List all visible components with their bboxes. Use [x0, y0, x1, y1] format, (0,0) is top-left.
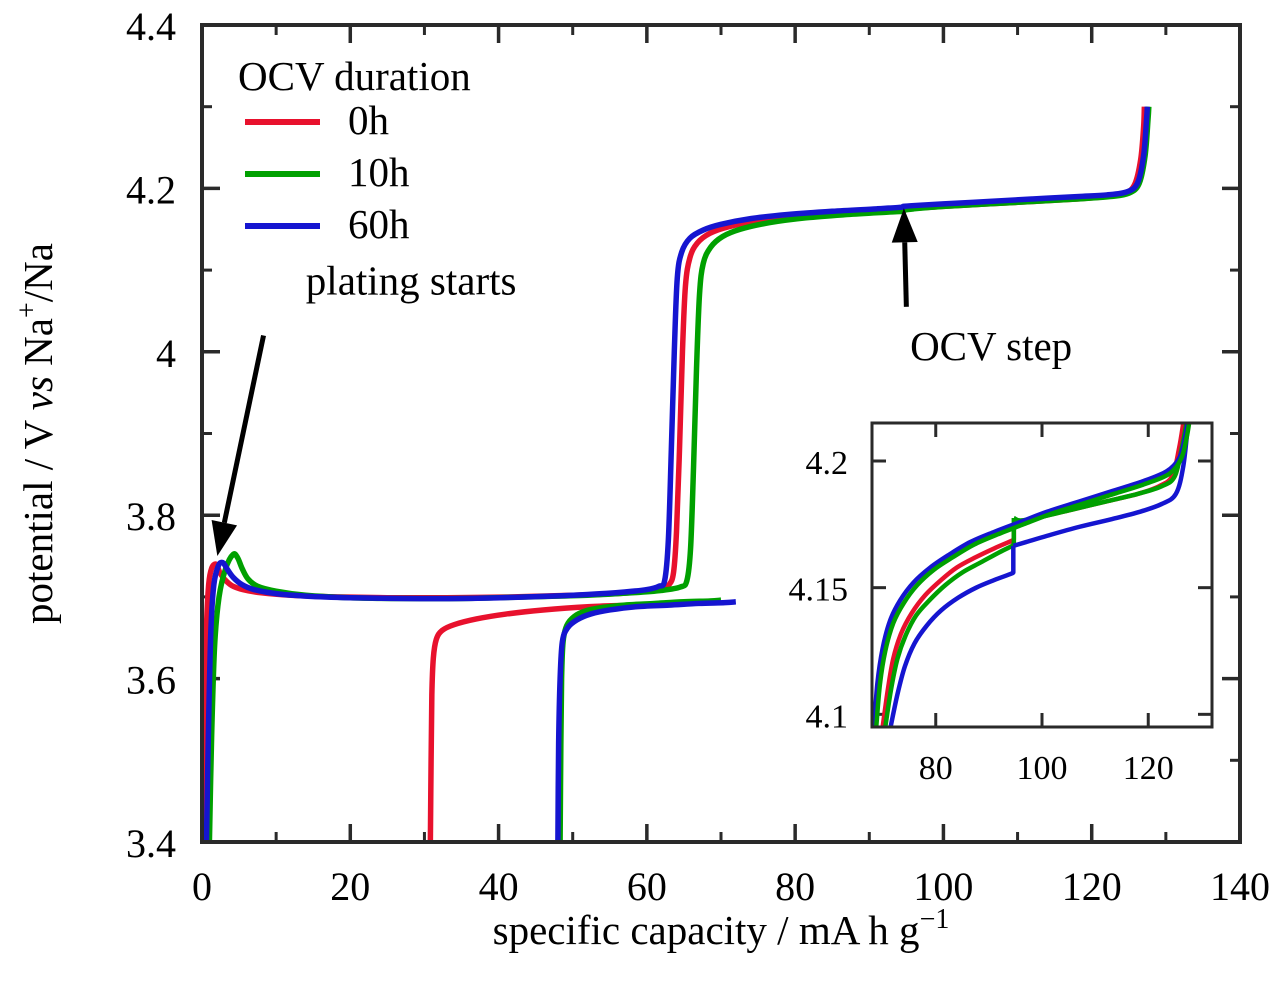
y-axis-title-pre: potential / V [15, 410, 61, 624]
axis-layer [200, 23, 1242, 844]
inset-curve-0h [880, 525, 1017, 726]
x-tick-label: 80 [775, 864, 815, 909]
curve-discharge-60h [555, 599, 737, 840]
legend-label-ocv_0h: 0h [348, 97, 389, 143]
inset-curve-60h-lower [888, 545, 1016, 726]
inset-x-tick-label: 120 [1123, 750, 1174, 787]
inset-curve-60h-upper [873, 424, 1190, 726]
legend-label-ocv_10h: 10h [348, 149, 410, 195]
y-axis-title-group: potential / V vs Na+/Na [12, 243, 61, 624]
x-tick-label: 120 [1062, 864, 1122, 909]
inset-y-tick-label: 4.2 [806, 445, 849, 482]
curve-charge-60h [204, 106, 1151, 840]
x-axis-title: specific capacity / mA h g−1 [493, 904, 950, 953]
y-axis-title: potential / V vs Na+/Na [12, 243, 61, 624]
y-tick-label: 3.4 [126, 821, 176, 866]
legend-title: OCV duration [238, 53, 471, 99]
y-axis-title-post: Na [15, 318, 61, 376]
x-tick-label: 40 [479, 864, 519, 909]
y-tick-label: 3.6 [126, 658, 176, 703]
inset-y-tick-label: 4.15 [789, 572, 849, 609]
x-tick-label: 0 [192, 864, 212, 909]
y-tick-label: 4.4 [126, 4, 176, 49]
inset-x-tick-label: 100 [1017, 750, 1068, 787]
arrow-plating-starts-shaft [221, 334, 266, 524]
x-tick-label: 60 [627, 864, 667, 909]
y-tick-label: 4.2 [126, 167, 176, 212]
x-axis-title-sup: −1 [920, 904, 950, 935]
y-axis-title-tail: /Na [15, 243, 61, 302]
curve-discharge-0h [427, 599, 703, 840]
inset-layer [870, 421, 1214, 729]
inset-curve-10h-upper [874, 424, 1192, 726]
arrow-ocv-step-head [891, 208, 918, 243]
inset-curves-group [873, 424, 1192, 726]
x-tick-label: 20 [330, 864, 370, 909]
annotation-layer: plating starts OCV step [211, 208, 1072, 556]
annotation-ocv-step: OCV step [910, 323, 1072, 369]
y-axis-title-italic: vs [15, 376, 61, 410]
inset-x-tick-label: 80 [919, 750, 953, 787]
legend-label-ocv_60h: 60h [348, 201, 410, 247]
annotation-plating-starts: plating starts [306, 258, 517, 304]
curve-discharge-10h [557, 597, 722, 840]
curves-group [204, 106, 1152, 840]
x-axis-title-main: specific capacity / mA h g [493, 907, 920, 953]
arrow-plating-starts-head [211, 520, 238, 556]
inset-curve-post-60h-lower [1012, 424, 1191, 549]
curve-layer [204, 106, 1152, 840]
y-tick-label: 4 [156, 331, 176, 376]
inset-y-tick-label: 4.1 [806, 698, 849, 735]
inset-curve-10h [883, 518, 1017, 726]
y-axis-title-sup: + [12, 302, 43, 318]
axis-label-layer: 0 20 40 60 80 100 120 140 3.4 3.6 3.8 4 4.2 4.4 80 100 1… [12, 4, 1270, 953]
arrow-ocv-step-shaft [902, 242, 909, 307]
x-tick-label: 140 [1210, 864, 1270, 909]
y-tick-label: 3.8 [126, 494, 176, 539]
x-tick-label: 100 [913, 864, 973, 909]
